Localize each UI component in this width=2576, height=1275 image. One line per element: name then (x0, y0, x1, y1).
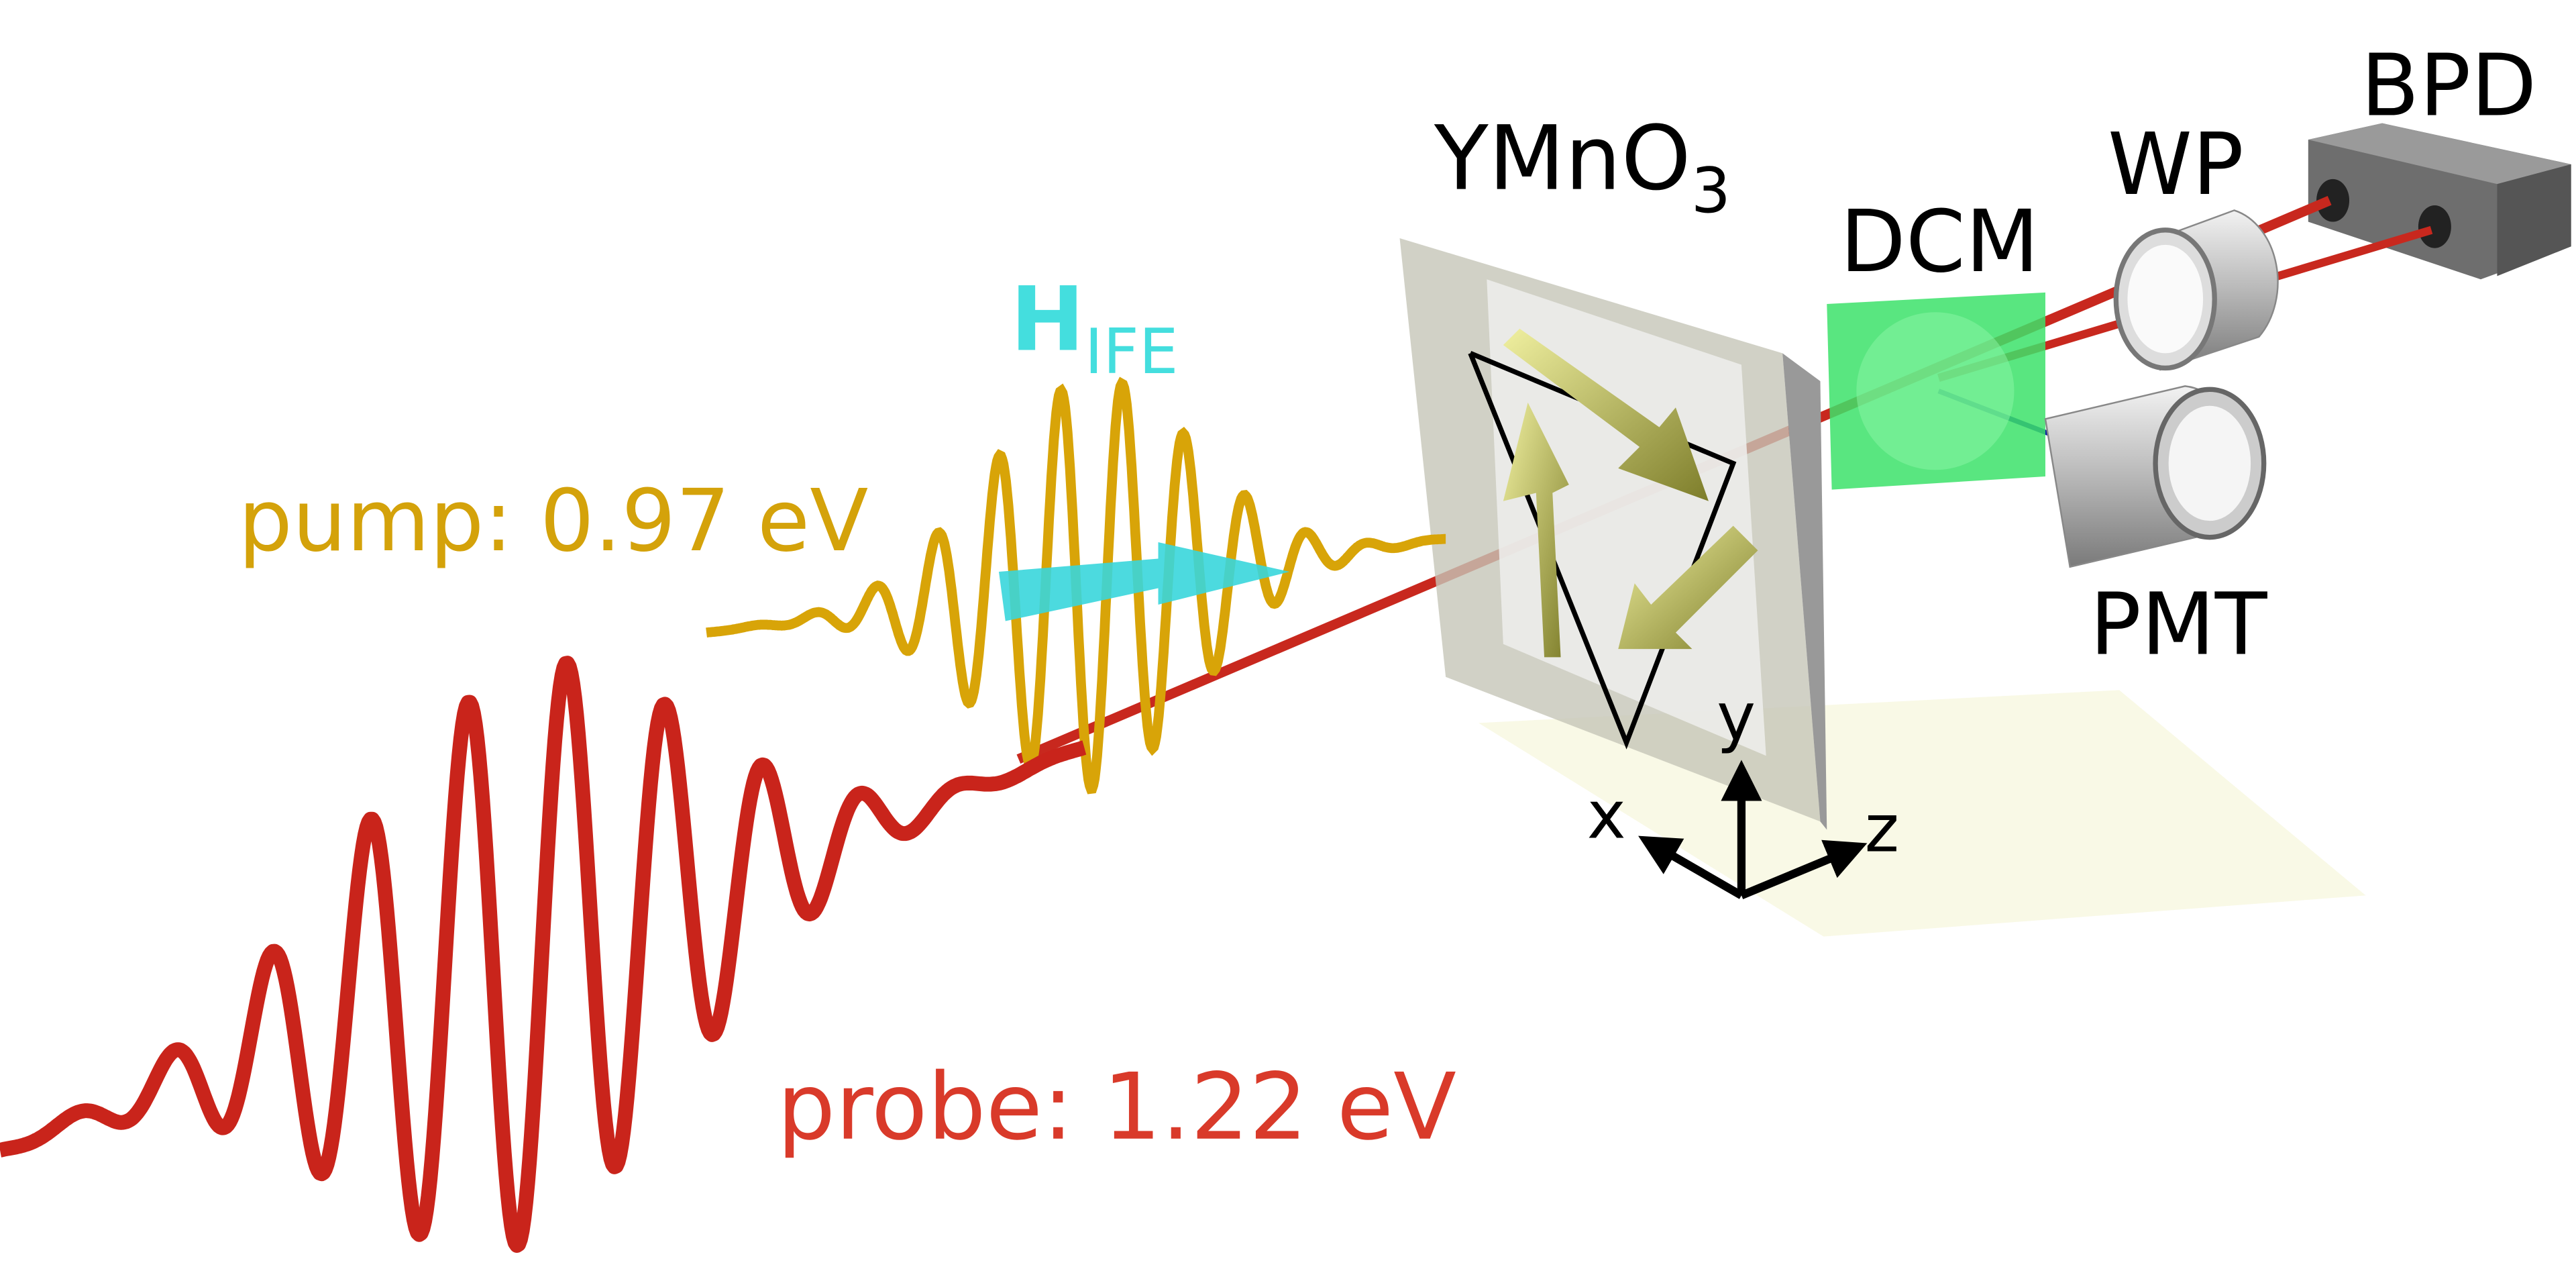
pump-label: pump: 0.97 eV (238, 472, 868, 571)
sample-label: YMnO3 (1434, 107, 1731, 227)
waveplate (2113, 209, 2279, 371)
sample-label-sub: 3 (1691, 154, 1731, 227)
field-label-sub: IFE (1085, 315, 1179, 388)
axis-x-label: x (1587, 778, 1626, 854)
axis-y-label: y (1717, 679, 1756, 756)
wp-label: WP (2108, 115, 2244, 215)
sample-crystal (1399, 238, 1827, 830)
field-arrow (998, 542, 1290, 621)
bpd-detector (2308, 123, 2571, 280)
bpd-label: BPD (2361, 36, 2536, 136)
dcm-label: DCM (1840, 193, 2039, 292)
pmt-label: PMT (2090, 575, 2268, 674)
photomultiplier (2044, 385, 2267, 568)
probe-wave (0, 656, 1090, 1253)
field-label-base: H (1010, 268, 1085, 372)
field-label: HIFE (1010, 268, 1178, 388)
dichroic-mirror (1827, 292, 2045, 490)
sample-label-base: YMnO (1434, 107, 1691, 211)
axis-z-label: z (1865, 790, 1899, 867)
probe-label: probe: 1.22 eV (777, 1054, 1456, 1161)
axes-glyph (1638, 760, 1868, 900)
